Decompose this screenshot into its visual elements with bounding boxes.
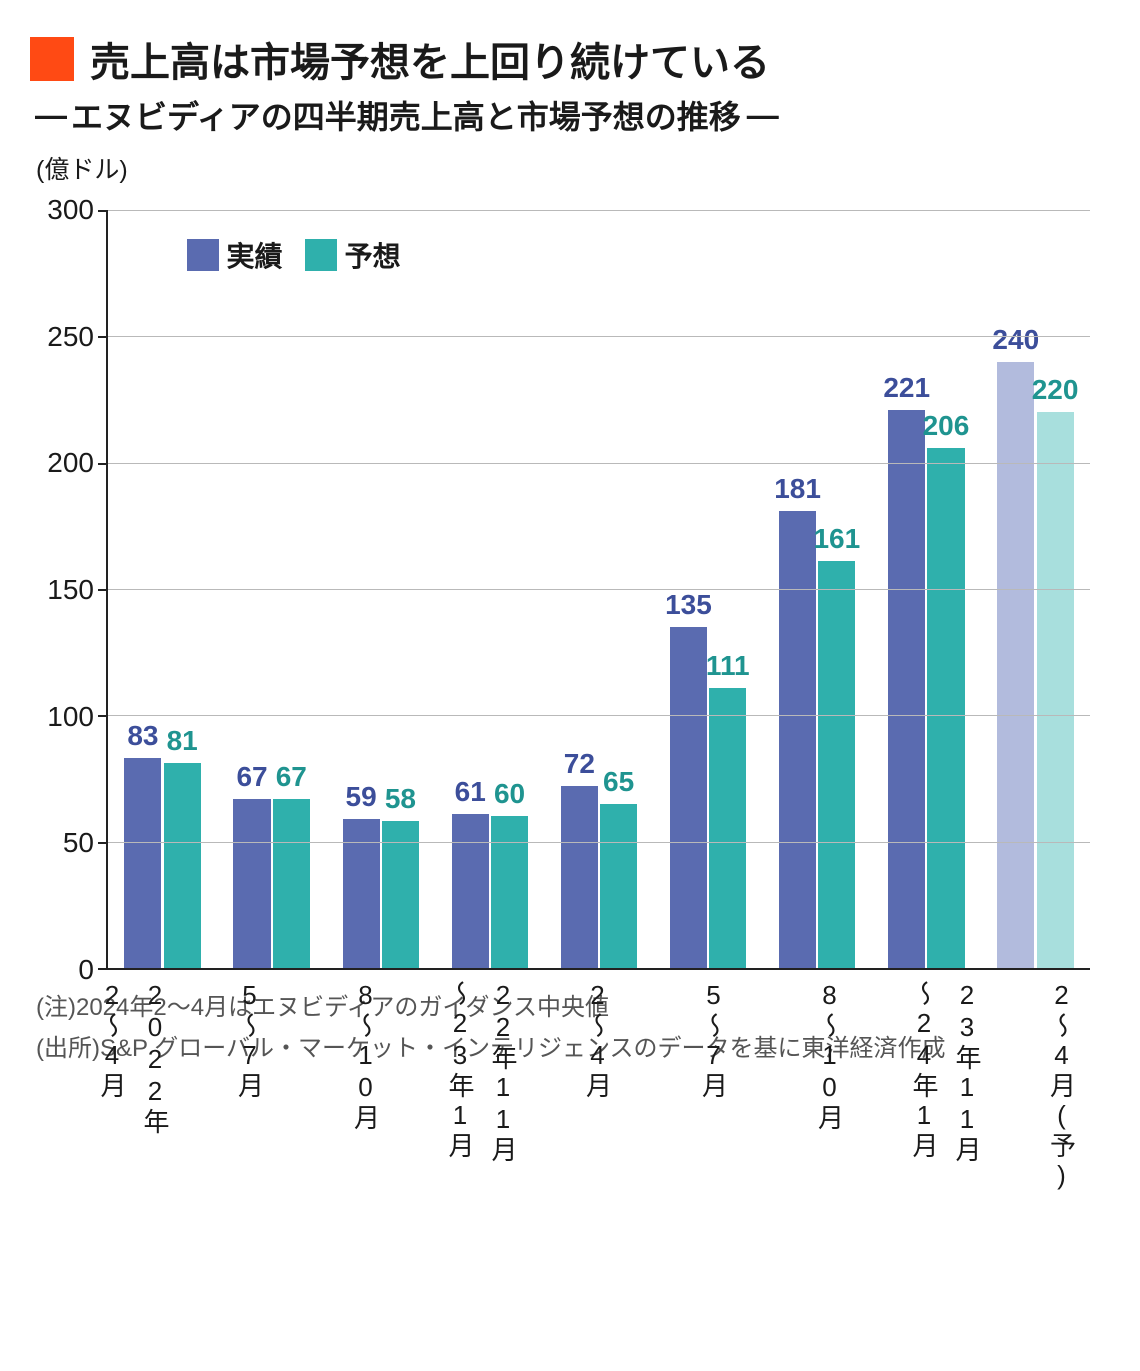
x-label-line: 23年11月	[949, 980, 986, 1164]
bar-label-actual: 59	[346, 781, 377, 813]
bar-forecast	[1037, 412, 1074, 968]
bar-actual	[124, 758, 161, 968]
x-label-line: 8〜10月	[812, 980, 849, 1132]
bar-label-actual: 67	[236, 761, 267, 793]
chart-title-row: 売上高は市場予想を上回り続けている	[30, 30, 1110, 88]
bar-actual	[233, 799, 270, 968]
y-tick-mark	[98, 968, 108, 970]
title-marker	[30, 37, 74, 81]
x-axis-labels: 2〜4月2022年5〜7月8〜10月〜23年1月22年11月2〜4月5〜7月8〜…	[76, 980, 1120, 1205]
y-tick-mark	[98, 336, 108, 338]
x-label-line: 5〜7月	[696, 980, 733, 1100]
y-axis: 050100150200250300	[30, 210, 102, 970]
bar-actual	[779, 511, 816, 968]
y-tick-label: 150	[47, 574, 94, 606]
y-tick-mark	[98, 842, 108, 844]
subtitle-dash-left: ―	[35, 97, 65, 134]
bar-label-actual: 181	[774, 473, 821, 505]
bar-label-actual: 240	[992, 324, 1039, 356]
chart-title: 売上高は市場予想を上回り続けている	[90, 30, 770, 88]
x-label: 2〜4月(予)	[1004, 980, 1120, 1205]
x-label: 8〜10月	[308, 980, 424, 1205]
bar-label-forecast: 67	[276, 761, 307, 793]
x-label-line: 〜23年1月	[442, 980, 479, 1160]
bar-label-actual: 83	[127, 720, 158, 752]
plot-area: 実績予想 83816767595861607265135111181161221…	[106, 210, 1090, 970]
x-label: 5〜7月	[656, 980, 772, 1205]
x-label-line: 2〜4月(予)	[1044, 980, 1081, 1192]
bar-label-actual: 72	[564, 748, 595, 780]
y-tick-label: 100	[47, 701, 94, 733]
x-label: 〜24年1月23年11月	[888, 980, 1004, 1205]
bar-label-forecast: 111	[706, 650, 750, 682]
bar-actual	[452, 814, 489, 968]
bar-label-forecast: 58	[385, 783, 416, 815]
chart-subtitle: エヌビディアの四半期売上高と市場予想の推移	[71, 92, 741, 138]
chart-subtitle-row: ― エヌビディアの四半期売上高と市場予想の推移 ―	[30, 92, 1110, 138]
subtitle-dash-right: ―	[747, 97, 777, 134]
gridline	[108, 715, 1090, 716]
bar-label-forecast: 81	[167, 725, 198, 757]
bar-label-actual: 61	[455, 776, 486, 808]
gridline	[108, 463, 1090, 464]
bar-label-forecast: 220	[1032, 374, 1079, 406]
bar-label-forecast: 206	[923, 410, 970, 442]
bar-actual	[670, 627, 707, 968]
x-label-line: 2〜4月	[94, 980, 131, 1100]
bar-label-forecast: 161	[813, 523, 860, 555]
bar-label-forecast: 60	[494, 778, 525, 810]
x-label: 8〜10月	[772, 980, 888, 1205]
x-label-line: 〜24年1月	[906, 980, 943, 1160]
bar-label-forecast: 65	[603, 766, 634, 798]
bar-forecast	[818, 561, 855, 968]
y-tick-label: 50	[63, 827, 94, 859]
x-label-line: 5〜7月	[232, 980, 269, 1100]
y-axis-unit: (億ドル)	[36, 150, 1110, 186]
bar-forecast	[709, 688, 746, 968]
y-tick-mark	[98, 463, 108, 465]
x-label-line: 2022年	[137, 980, 174, 1136]
y-tick-mark	[98, 715, 108, 717]
bar-forecast	[273, 799, 310, 968]
bar-label-actual: 135	[665, 589, 712, 621]
bar-label-actual: 221	[883, 372, 930, 404]
bar-forecast	[927, 448, 964, 968]
bar-forecast	[382, 821, 419, 968]
y-tick-label: 250	[47, 321, 94, 353]
x-label-line: 2〜4月	[580, 980, 617, 1100]
y-tick-label: 200	[47, 447, 94, 479]
gridline	[108, 589, 1090, 590]
gridline	[108, 842, 1090, 843]
x-label: 2〜4月	[540, 980, 656, 1205]
chart-area: 050100150200250300 実績予想 8381676759586160…	[30, 188, 1110, 970]
bar-actual	[888, 410, 925, 968]
x-label: 2〜4月2022年	[76, 980, 192, 1205]
bar-forecast	[491, 816, 528, 968]
y-tick-label: 300	[47, 194, 94, 226]
x-label-line: 22年11月	[485, 980, 522, 1164]
x-label: 5〜7月	[192, 980, 308, 1205]
x-label-line: 8〜10月	[348, 980, 385, 1132]
bar-actual	[997, 362, 1034, 968]
bar-actual	[561, 786, 598, 968]
gridline	[108, 336, 1090, 337]
x-label: 〜23年1月22年11月	[424, 980, 540, 1205]
bar-forecast	[600, 804, 637, 968]
gridline	[108, 210, 1090, 211]
y-tick-mark	[98, 589, 108, 591]
y-tick-mark	[98, 210, 108, 212]
bar-forecast	[164, 763, 201, 968]
